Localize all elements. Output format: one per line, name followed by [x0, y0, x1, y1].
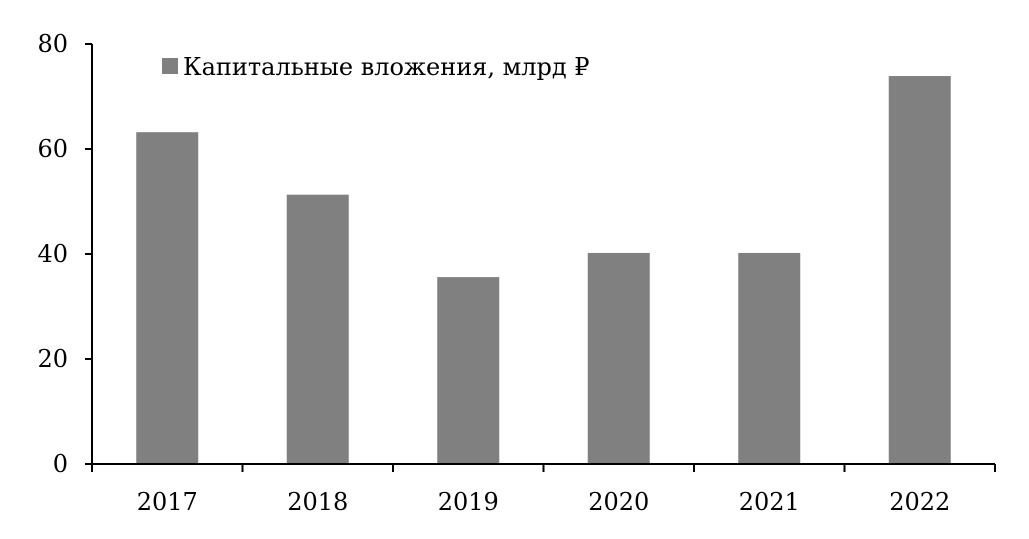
y-tick-label: 40 [37, 240, 68, 268]
bar-2020 [587, 252, 650, 464]
bar-2018 [286, 194, 349, 465]
y-tick-label: 60 [37, 135, 68, 163]
axes: 2017 2018 2019 2020 2021 2022 0 20 40 60 80 [37, 30, 996, 516]
legend: Капитальные вложения, млрд ₽ [162, 53, 590, 81]
bar-2019 [437, 277, 500, 464]
x-tick-label: 2021 [739, 488, 800, 516]
bar-2022 [888, 76, 951, 465]
bar-2017 [136, 132, 199, 464]
x-tick-label: 2018 [287, 488, 348, 516]
bars [136, 76, 951, 465]
x-tick-label: 2019 [438, 488, 499, 516]
x-tick-label: 2020 [588, 488, 649, 516]
y-tick-label: 80 [37, 30, 68, 58]
bar-2021 [738, 252, 801, 464]
legend-label: Капитальные вложения, млрд ₽ [183, 53, 590, 81]
legend-swatch [162, 58, 178, 74]
x-tick-label: 2017 [137, 488, 198, 516]
y-tick-label: 0 [53, 450, 68, 478]
y-tick-label: 20 [37, 345, 68, 373]
x-tick-label: 2022 [889, 488, 950, 516]
